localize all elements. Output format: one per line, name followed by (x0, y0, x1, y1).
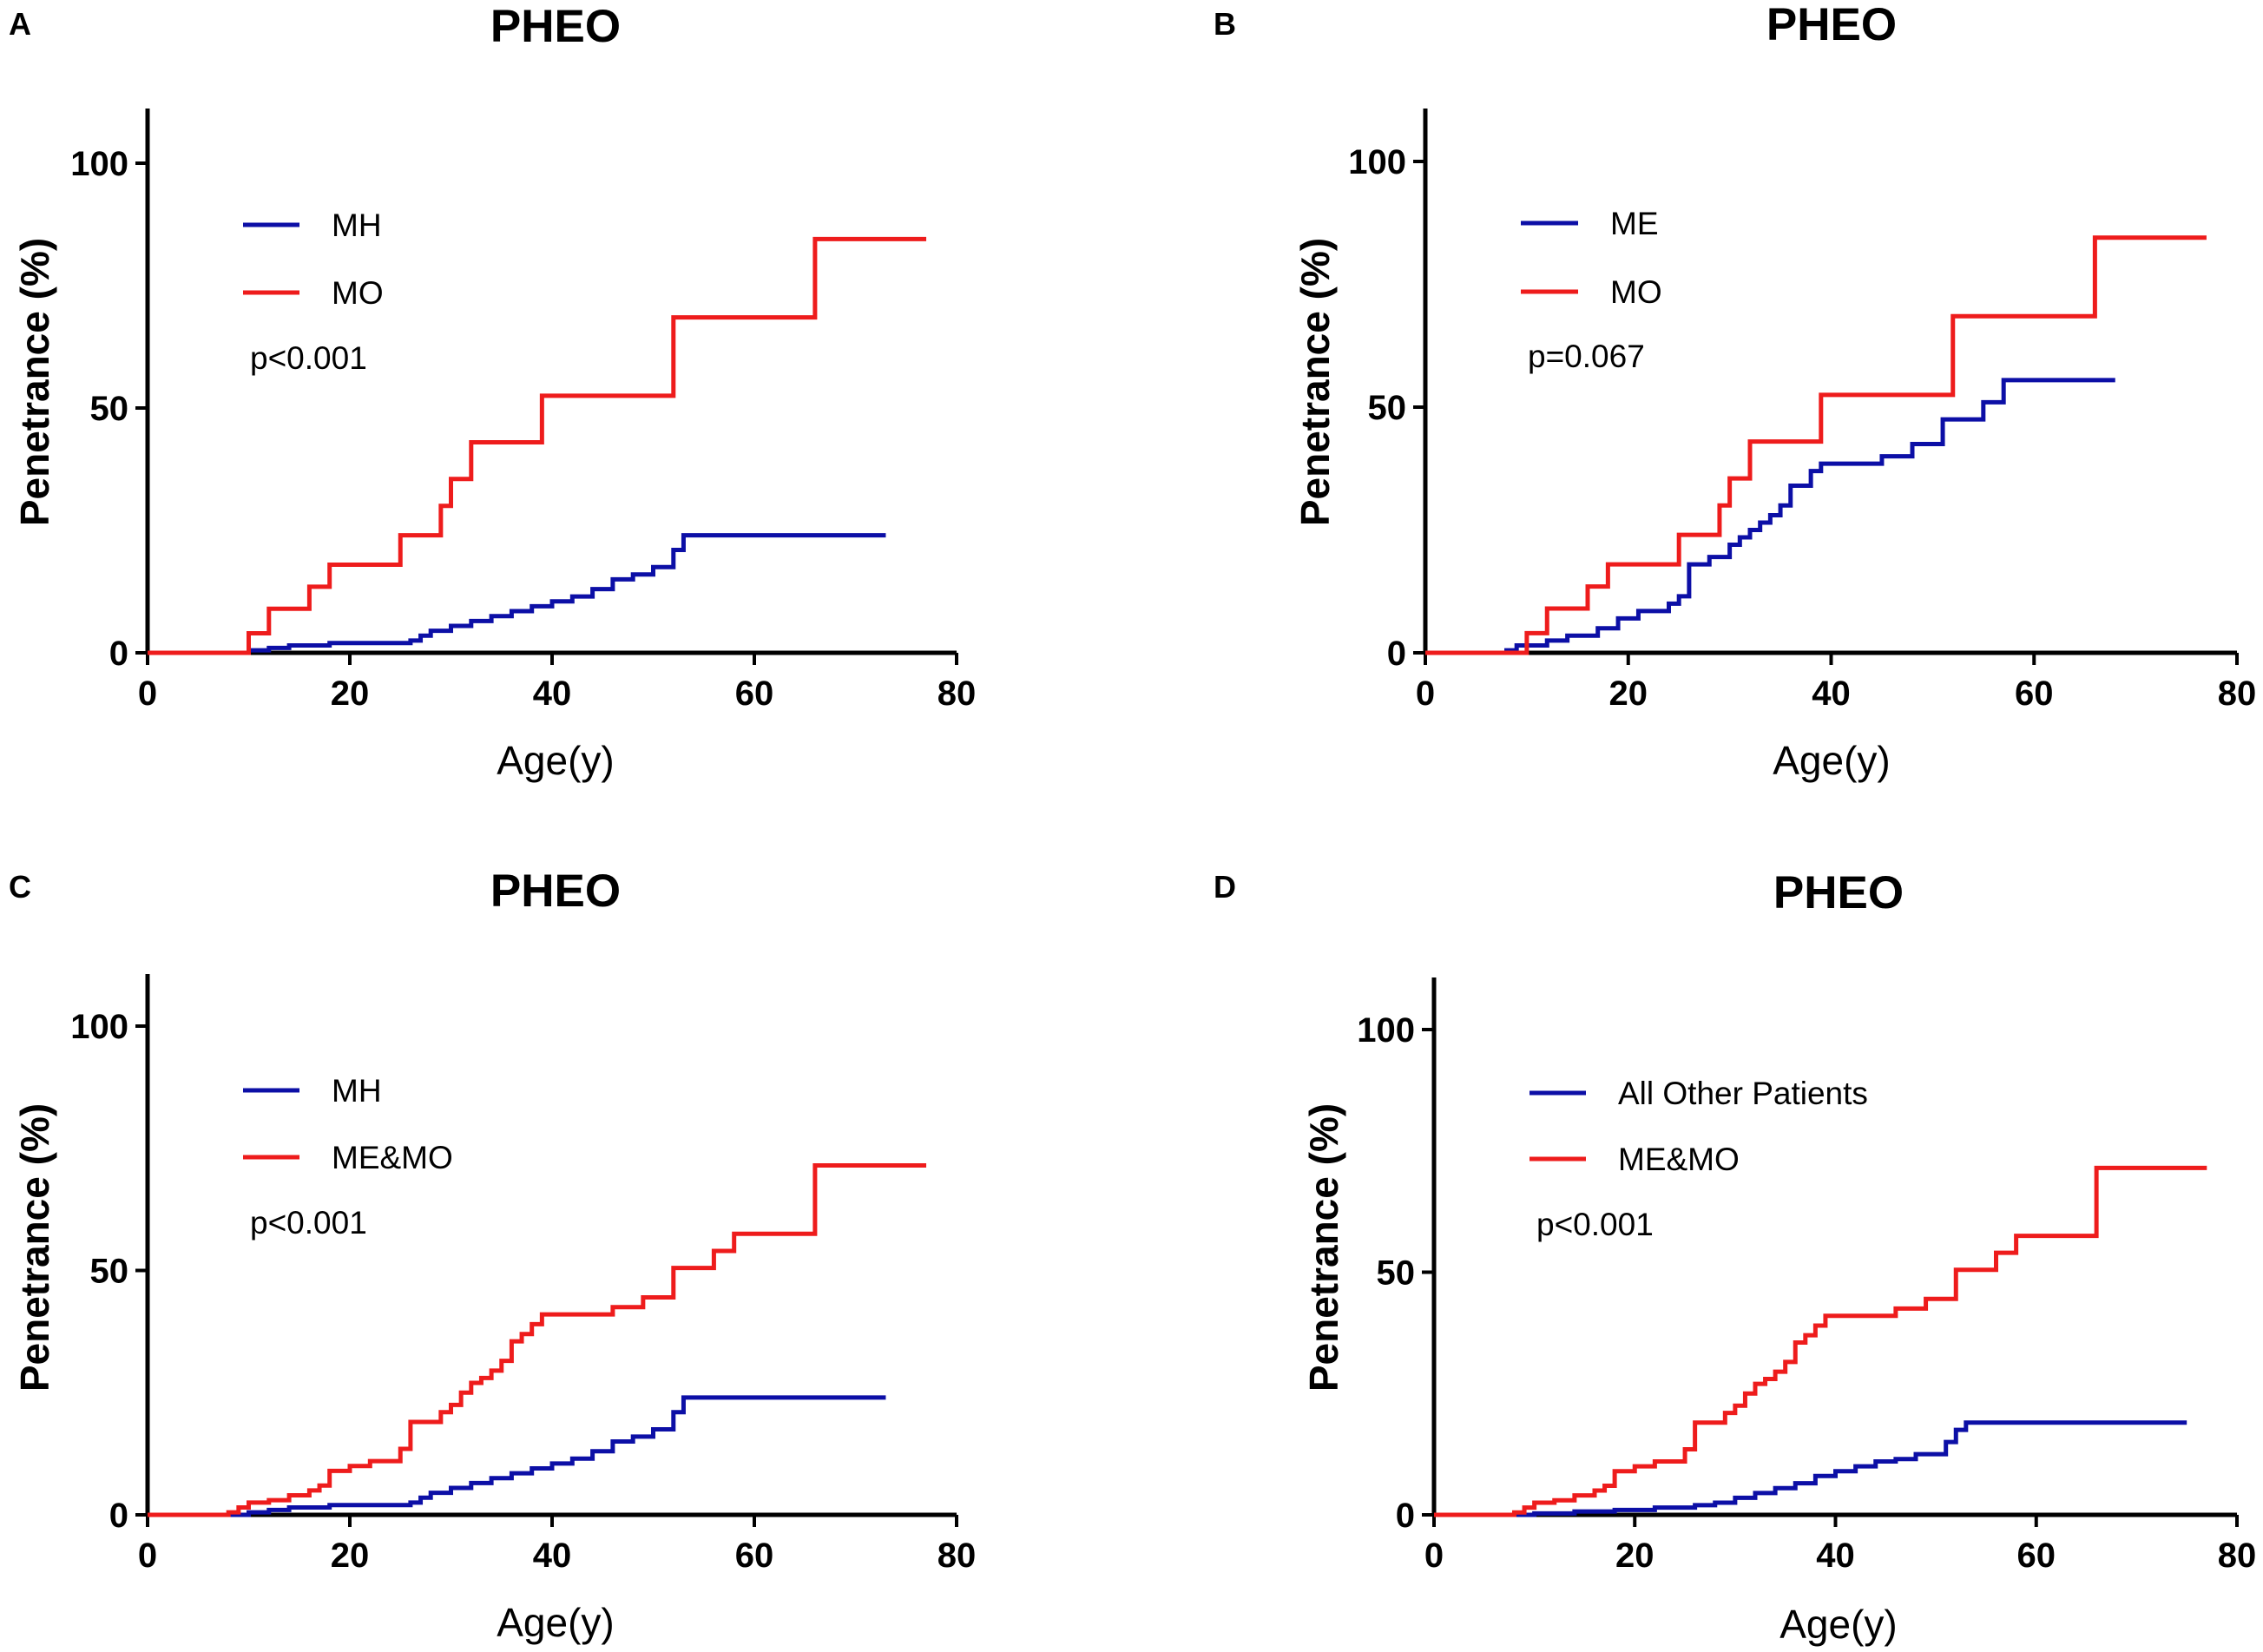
panel-d-series-red-line (1434, 1165, 2207, 1517)
panel-b-y-tick-label: 0 (1387, 635, 1406, 673)
panel-b-letter: B (1214, 6, 1236, 42)
panel-a-letter: A (9, 6, 31, 42)
panel-b-x-tick-label: 40 (1812, 675, 1851, 713)
panel-d-x-tick-label: 40 (1816, 1537, 1855, 1575)
panel-b-y-tick-label: 100 (1348, 143, 1406, 181)
panel-c-legend-label: MH (332, 1073, 382, 1109)
panel-a-y-tick-label: 50 (90, 390, 129, 428)
panel-c-x-tick-label: 0 (138, 1537, 157, 1575)
panel-b-x-tick-label: 0 (1416, 675, 1435, 713)
panel-c-title: PHEO (490, 865, 621, 917)
panel-a-x-axis-label: Age(y) (497, 738, 614, 783)
panel-b-series-red-line (1425, 235, 2207, 655)
panel-a-y-axis-label: Penetrance (%) (12, 238, 57, 526)
panel-c-y-tick-label: 0 (109, 1497, 128, 1535)
panel-a-legend-label: MO (332, 275, 384, 311)
panel-b-x-tick-label: 80 (2218, 675, 2257, 713)
panel-a-title: PHEO (490, 1, 621, 52)
panel-c-p-value: p<0.001 (250, 1205, 367, 1241)
panel-d-x-tick-label: 20 (1615, 1537, 1654, 1575)
panel-d-y-tick-label: 100 (1357, 1011, 1415, 1050)
panel-b-y-tick-label: 50 (1368, 389, 1407, 427)
panel-d-y-tick-label: 50 (1377, 1254, 1416, 1293)
panel-c-letter: C (9, 869, 31, 905)
panel-d-title: PHEO (1773, 867, 1904, 918)
panel-c-x-tick-label: 40 (533, 1537, 572, 1575)
panel-c-x-tick-label: 60 (735, 1537, 774, 1575)
panel-d-legend-label: All Other Patients (1618, 1076, 1868, 1111)
panel-d-y-tick-label: 0 (1396, 1497, 1415, 1535)
panel-a-p-value: p<0.001 (250, 340, 367, 376)
panel-c-series-red-line (148, 1162, 927, 1517)
panel-c-x-tick-label: 20 (331, 1537, 370, 1575)
panel-a-x-tick-label: 20 (331, 675, 370, 713)
panel-b-y-axis-label: Penetrance (%) (1293, 238, 1338, 526)
panel-b-title: PHEO (1766, 0, 1897, 50)
panel-b-legend-label: MO (1610, 274, 1662, 310)
panel-b-p-value: p=0.067 (1528, 339, 1645, 374)
panel-d-legend-label: ME&MO (1618, 1142, 1740, 1177)
panel-a-x-tick-label: 80 (937, 675, 977, 713)
panel-a-x-tick-label: 40 (533, 675, 572, 713)
panel-d-letter: D (1214, 869, 1236, 905)
panel-d-x-tick-label: 0 (1424, 1537, 1444, 1575)
panel-b-series-blue-line (1425, 378, 2115, 655)
panel-a-y-tick-label: 0 (109, 635, 128, 673)
panel-a-series-blue-line (148, 533, 886, 655)
panel-d-p-value: p<0.001 (1536, 1207, 1654, 1242)
panel-c-legend-label: ME&MO (332, 1140, 453, 1175)
panel-c-y-tick-label: 100 (70, 1008, 128, 1046)
panel-b-x-tick-label: 20 (1609, 675, 1648, 713)
panel-a-series-red-line (148, 236, 927, 655)
panel-d-series-blue-line (1434, 1420, 2187, 1517)
panel-c-series-blue-line (148, 1395, 886, 1517)
panel-d-x-tick-label: 80 (2218, 1537, 2257, 1575)
panel-a-y-tick-label: 100 (70, 145, 128, 183)
panel-b-legend-label: ME (1610, 206, 1659, 241)
panel-c-x-tick-label: 80 (937, 1537, 977, 1575)
panel-b-x-axis-label: Age(y) (1773, 738, 1890, 783)
panel-d-x-tick-label: 60 (2017, 1537, 2056, 1575)
panel-a-legend-label: MH (332, 207, 382, 243)
panel-a-x-tick-label: 60 (735, 675, 774, 713)
panel-c-y-tick-label: 50 (90, 1253, 129, 1291)
panel-a-x-tick-label: 0 (138, 675, 157, 713)
panel-b-x-tick-label: 60 (2015, 675, 2054, 713)
panel-d-y-axis-label: Penetrance (%) (1301, 1103, 1346, 1392)
panel-c-y-axis-label: Penetrance (%) (12, 1103, 57, 1392)
panel-d-x-axis-label: Age(y) (1779, 1602, 1897, 1647)
panel-c-x-axis-label: Age(y) (497, 1600, 614, 1645)
